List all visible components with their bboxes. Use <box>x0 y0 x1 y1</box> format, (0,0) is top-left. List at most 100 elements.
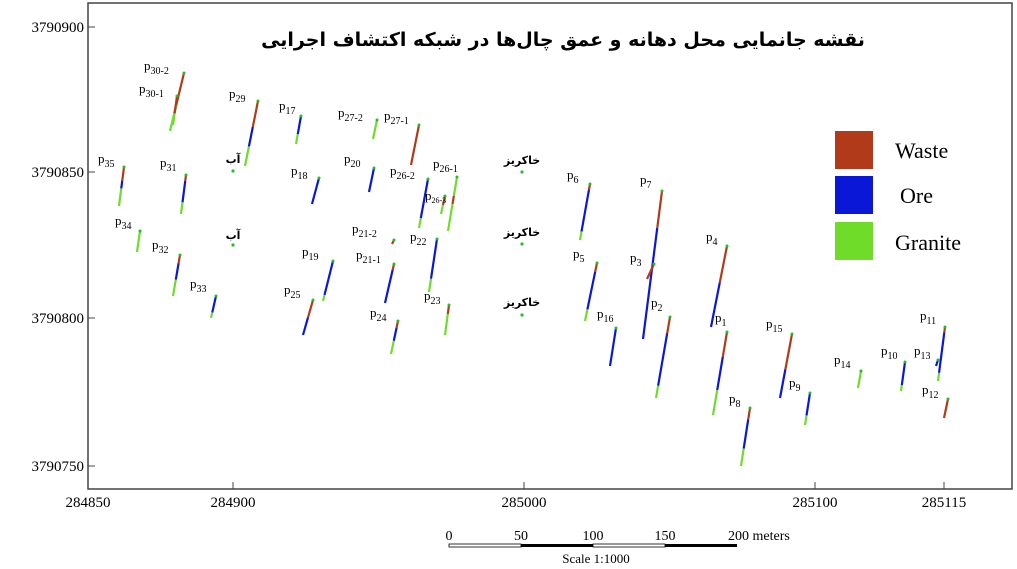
drillhole-segment-ore <box>383 269 394 304</box>
landmark-dot <box>231 243 235 247</box>
collar-dot <box>614 326 618 330</box>
drillhole-segment-waste <box>446 304 451 315</box>
drillhole-segment-granite <box>417 218 422 229</box>
drillhole-segment-granite <box>452 176 459 197</box>
well-label: p5 <box>573 246 585 265</box>
landmark-dot <box>520 242 524 246</box>
drillhole <box>934 358 940 367</box>
drillhole <box>578 182 592 241</box>
well-label: p24 <box>370 305 387 324</box>
x-tick-label: 284900 <box>211 495 256 511</box>
scale-tick-label: 200 meters <box>728 529 790 544</box>
collar-dot <box>311 298 315 302</box>
drillhole-segment-waste <box>306 299 315 318</box>
drillhole <box>899 360 907 392</box>
drillhole-segment-waste <box>656 190 664 229</box>
drillhole-segment-waste <box>409 124 421 166</box>
well-label: p22 <box>410 229 427 248</box>
drillhole-segment-ore <box>900 361 907 386</box>
drillhole-segment-waste <box>942 398 950 419</box>
drillhole-traces <box>117 71 950 467</box>
map-title: نقشه جانمایی محل دهانه و عمق چال‌ها در ش… <box>261 29 865 51</box>
well-label: p18 <box>291 163 308 182</box>
collar-dot <box>652 262 656 266</box>
drillhole-segment-ore <box>586 271 597 310</box>
drillhole-segment-waste <box>646 263 655 280</box>
drillhole-segment-granite <box>179 202 184 215</box>
landmark-labels: آب آب خاکریز خاکریز خاکریز <box>226 152 540 317</box>
collar-dot <box>859 369 863 373</box>
drillhole-segment-ore <box>181 180 187 203</box>
scale-segment <box>521 544 593 547</box>
collar-dot <box>182 71 186 75</box>
drillhole <box>709 244 729 328</box>
collar-dot <box>331 259 335 263</box>
collar-dot <box>588 182 592 186</box>
well-label: p33 <box>190 276 207 295</box>
drillhole-segment-granite <box>439 204 445 215</box>
drillhole <box>778 332 794 399</box>
drillhole <box>171 253 182 297</box>
drillhole <box>936 325 947 382</box>
drillhole <box>711 330 729 416</box>
scale-segment <box>448 543 522 548</box>
drillhole-segment-granite <box>446 203 454 232</box>
collar-dot <box>790 332 794 336</box>
drillhole-segment-granite <box>803 415 808 426</box>
drillhole <box>583 261 599 322</box>
collar-dot <box>426 177 430 181</box>
drillhole-segment-granite <box>389 340 395 355</box>
well-labels: p35 p30-2 p30-1 p31 p34 p32 p33 p29 p17 … <box>98 58 939 410</box>
drillhole <box>654 315 672 399</box>
drillhole-segment-ore <box>580 189 591 232</box>
drillhole-segment-waste <box>666 316 672 334</box>
x-axis: 284850 284900 285000 285100 285115 <box>66 482 966 511</box>
drillhole <box>294 114 303 145</box>
x-tick-label: 284850 <box>66 495 111 511</box>
well-label: p26-2 <box>390 163 415 182</box>
drillhole-segment-waste <box>747 407 752 420</box>
well-label: p34 <box>115 213 132 232</box>
drillhole <box>321 259 335 302</box>
well-label: p3 <box>630 250 642 269</box>
drillhole-segment-ore <box>247 126 254 147</box>
collar-dot <box>175 94 179 98</box>
drillhole-segment-ore <box>367 167 376 193</box>
well-label: p14 <box>834 352 851 371</box>
drillhole <box>427 237 439 293</box>
drillhole <box>171 94 179 126</box>
landmark-label: خاکریز <box>503 296 540 309</box>
well-label: p16 <box>597 306 614 325</box>
collar-dot <box>943 325 947 329</box>
drillhole-segment-granite <box>899 385 903 392</box>
well-label: p2 <box>651 295 663 314</box>
collar-dot <box>668 315 672 319</box>
well-label: p11 <box>920 308 936 327</box>
drillhole-segment-ore <box>392 327 398 342</box>
well-label: p27-2 <box>338 105 363 124</box>
legend-swatch-ore <box>835 176 873 214</box>
drillhole <box>117 165 126 207</box>
scale-tick-label: 0 <box>446 529 453 544</box>
legend-label-granite: Granite <box>895 230 961 255</box>
collar-dot <box>946 397 950 401</box>
drillhole <box>443 303 451 336</box>
drillhole-segment-waste <box>251 100 260 128</box>
collar-dot <box>660 189 664 193</box>
drillhole-segment-granite <box>171 279 177 297</box>
drillhole <box>409 123 421 166</box>
y-axis: 3790900 3790850 3790800 3790750 <box>32 20 95 475</box>
drillhole-segment-granite <box>243 146 250 167</box>
scale-segment <box>665 544 737 547</box>
drillhole-segment-granite <box>294 134 299 145</box>
collar-dot <box>392 262 396 266</box>
collar-dot <box>725 244 729 248</box>
collar-dot <box>375 118 379 122</box>
drillhole-segment-ore <box>742 419 750 449</box>
drillhole-segment-waste <box>721 331 729 358</box>
scale-tick-label: 150 <box>655 529 676 544</box>
legend-label-waste: Waste <box>895 138 948 163</box>
drillhole-segment-granite <box>135 230 142 253</box>
well-label: p27-1 <box>384 108 409 127</box>
scale-bar: 0 50 100 150 200 meters Scale 1:1000 <box>446 529 790 566</box>
